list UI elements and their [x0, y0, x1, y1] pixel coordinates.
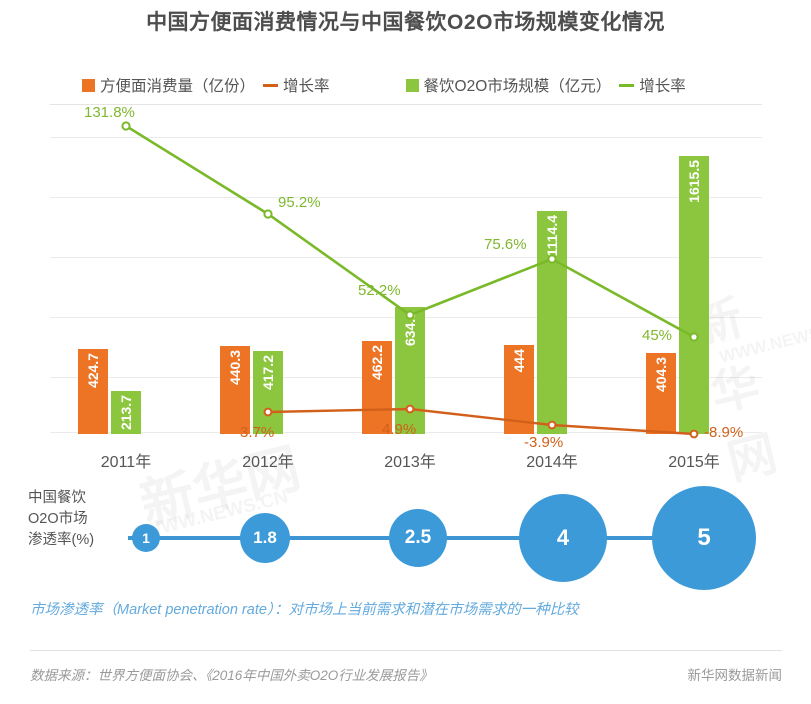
penetration-rate-row: 中国餐饮 O2O市场 渗透率(%) 1 1.8 2.5 4 5: [0, 486, 811, 590]
xtick-2011: 2011年: [100, 454, 152, 471]
legend-swatch-green: [405, 78, 419, 92]
legend-dash-orange: [263, 83, 279, 87]
bar-group-2015: 404.3 1615.5: [632, 112, 752, 434]
datalabel-o2o-growth-2015: 45%: [642, 327, 673, 344]
penetration-bubble-2013[interactable]: 2.5: [389, 509, 447, 567]
datalabel-noodle-growth-2014: -3.9%: [524, 434, 564, 451]
datalabel-o2o-growth-2011: 131.8%: [84, 104, 135, 121]
penetration-bubble-2015[interactable]: 5: [652, 486, 756, 590]
penetration-bubble-2014[interactable]: 4: [519, 494, 607, 582]
footer: 数据来源：世界方便面协会、《2016年中国外卖O2O行业发展报告》 新华网数据新…: [30, 664, 782, 688]
legend-label-instant-noodle: 方便面消费量（亿份）: [100, 78, 256, 95]
xtick-2013: 2013年: [384, 454, 436, 471]
legend-label-o2o: 餐饮O2O市场规模（亿元）: [423, 78, 612, 95]
bar-instant-noodle-2012[interactable]: 440.3: [220, 346, 250, 434]
penetration-bubble-value: 1.8: [253, 528, 277, 547]
line-point-o2o-2012: [263, 209, 273, 219]
line-point-noodle-2012: [263, 407, 273, 417]
line-point-noodle-2015: [689, 429, 699, 439]
penetration-rate-note: 市场渗透率（Market penetration rate）：对市场上当前需求和…: [30, 602, 579, 618]
penetration-bubble-value: 2.5: [404, 527, 432, 548]
bar-group-2011: 424.7 213.7: [64, 112, 184, 434]
legend-group-instant-noodle: 方便面消费量（亿份） 增长率: [82, 74, 330, 96]
chart-lines: [121, 121, 699, 439]
penetration-bubble-2011[interactable]: 1: [132, 524, 160, 552]
datalabel-o2o-growth-2013: 52.2%: [358, 282, 401, 299]
gridline: [50, 137, 762, 138]
penetration-label-line1: 中国餐饮: [28, 490, 86, 506]
line-point-noodle-2013: [405, 404, 415, 414]
footer-divider: [30, 650, 782, 651]
bar-instant-noodle-2013[interactable]: 462.2: [362, 341, 392, 434]
datalabel-o2o-growth-2014: 75.6%: [484, 236, 527, 253]
penetration-bubble-value: 4: [556, 525, 570, 550]
line-point-o2o-2014: [547, 254, 557, 264]
xtick-2014: 2014年: [526, 454, 578, 471]
chart-x-axis: 2011年 2012年 2013年 2014年 2015年: [50, 448, 762, 471]
xtick-2012: 2012年: [242, 454, 294, 471]
legend-label-growth-orange: 增长率: [283, 78, 330, 95]
line-point-o2o-2013: [405, 310, 415, 320]
footer-brand: 新华网数据新闻: [687, 668, 783, 683]
gridline: [50, 197, 762, 198]
bar-instant-noodle-2011[interactable]: 424.7: [78, 349, 108, 434]
line-point-noodle-2014: [547, 420, 557, 430]
legend-dash-green: [619, 83, 635, 87]
line-point-o2o-2011: [121, 121, 131, 131]
penetration-rate-label: 中国餐饮 O2O市场 渗透率(%): [28, 488, 128, 551]
penetration-bubble-value: 5: [697, 524, 711, 551]
bar-o2o-2015[interactable]: 1615.5: [679, 156, 709, 434]
datalabel-noodle-growth-2012: 3.7%: [240, 424, 275, 441]
bar-o2o-2011[interactable]: 213.7: [111, 391, 141, 434]
page-title: 中国方便面消费情况与中国餐饮O2O市场规模变化情况: [146, 11, 665, 34]
datalabel-noodle-growth-2013: 4.9%: [382, 421, 417, 438]
penetration-label-line3: 渗透率(%): [28, 532, 95, 548]
penetration-label-line2: O2O市场: [28, 511, 88, 527]
bar-o2o-2014[interactable]: 1114.4: [537, 211, 567, 434]
chart-bars: 424.7 213.7 440.3 417.2 462.2: [50, 112, 762, 434]
legend-swatch-orange: [82, 78, 95, 92]
chart-plot-area: 新华网 WWW.NEWS.CN 新华网 WWW.NEWS.CN 424.7 21…: [50, 104, 811, 543]
line-noodle-growth: [267, 407, 695, 436]
penetration-bubble-value: 1: [142, 530, 150, 546]
datalabel-noodle-growth-2015: -8.9%: [704, 424, 744, 441]
line-o2o-growth: [125, 124, 695, 339]
datalabel-o2o-growth-2012: 95.2%: [278, 194, 321, 211]
penetration-bubble-2012[interactable]: 1.8: [240, 513, 290, 563]
legend-group-o2o: 餐饮O2O市场规模（亿元） 增长率: [405, 74, 686, 96]
legend-divider: [50, 104, 762, 105]
bar-o2o-2012[interactable]: 417.2: [253, 351, 283, 434]
gridline: [50, 257, 762, 258]
legend-label-growth-green: 增长率: [639, 78, 686, 95]
bar-group-2012: 440.3 417.2: [206, 112, 326, 434]
bar-instant-noodle-2015[interactable]: 404.3: [646, 353, 676, 434]
footer-source: 数据来源：世界方便面协会、《2016年中国外卖O2O行业发展报告》: [30, 668, 433, 683]
chart-legend: 方便面消费量（亿份） 增长率 餐饮O2O市场规模（亿元） 增长率: [82, 72, 772, 98]
bar-group-2014: 444 1114.4: [490, 112, 610, 434]
line-point-o2o-2015: [689, 332, 699, 342]
xtick-2015: 2015年: [668, 454, 720, 471]
